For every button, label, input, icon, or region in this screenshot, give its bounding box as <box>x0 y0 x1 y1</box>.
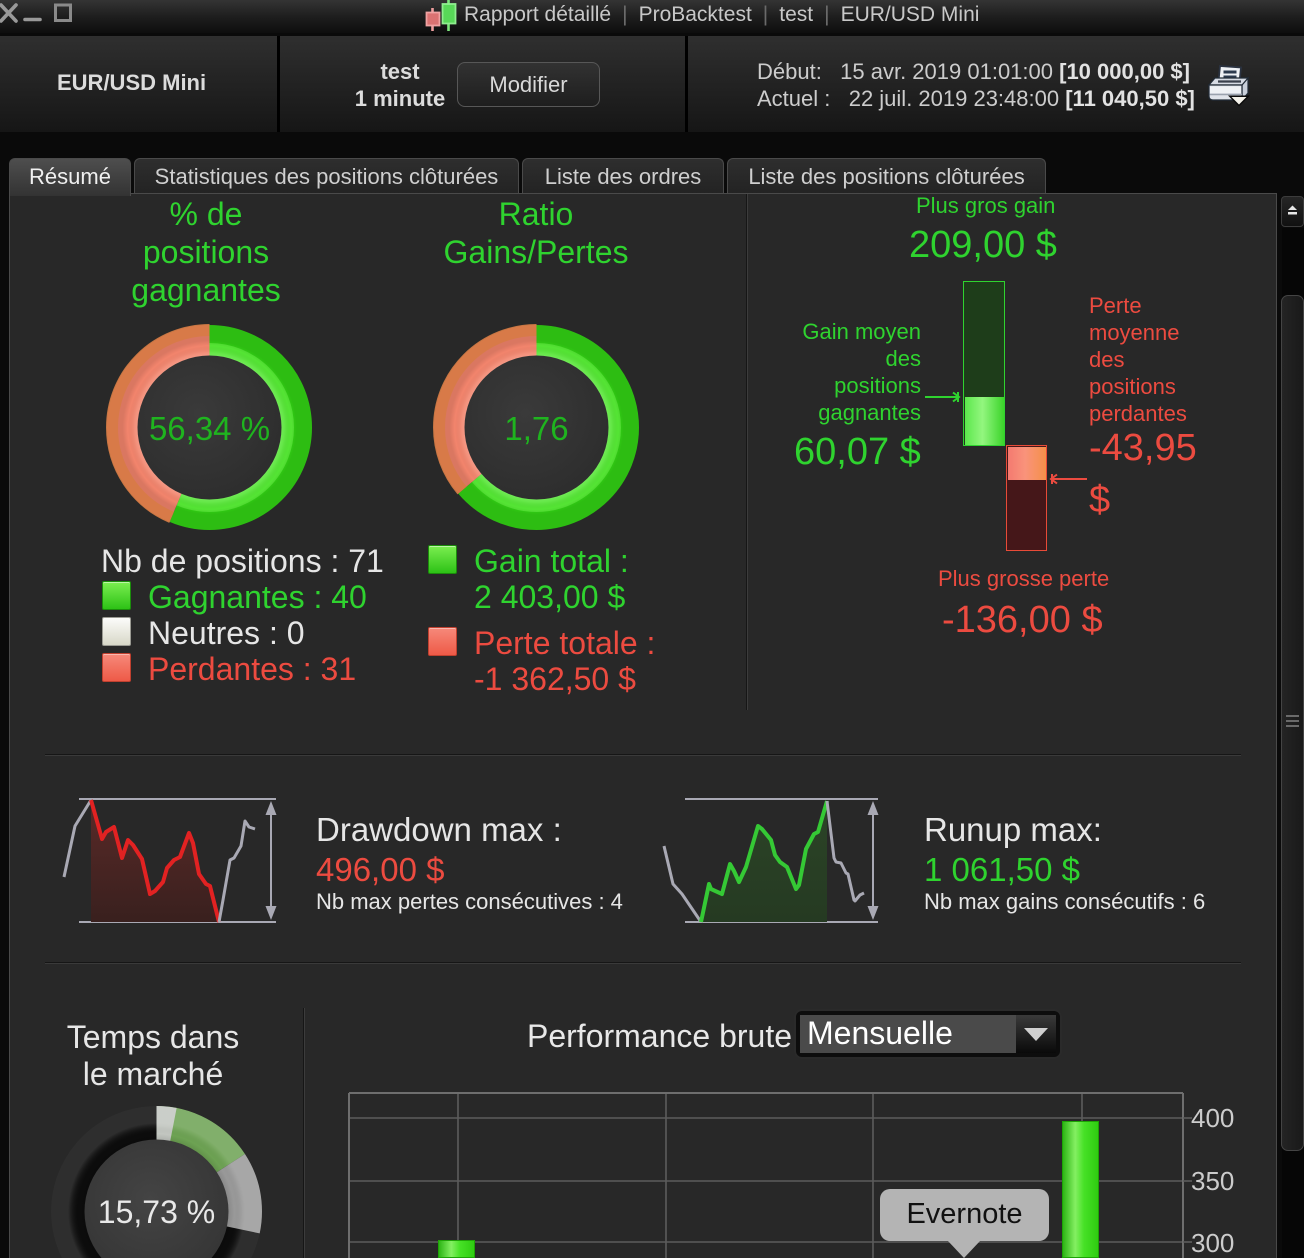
svg-text:56,34 %: 56,34 % <box>149 410 270 447</box>
svg-text:1,76: 1,76 <box>504 410 568 447</box>
svg-text:15,73 %: 15,73 % <box>98 1194 215 1230</box>
